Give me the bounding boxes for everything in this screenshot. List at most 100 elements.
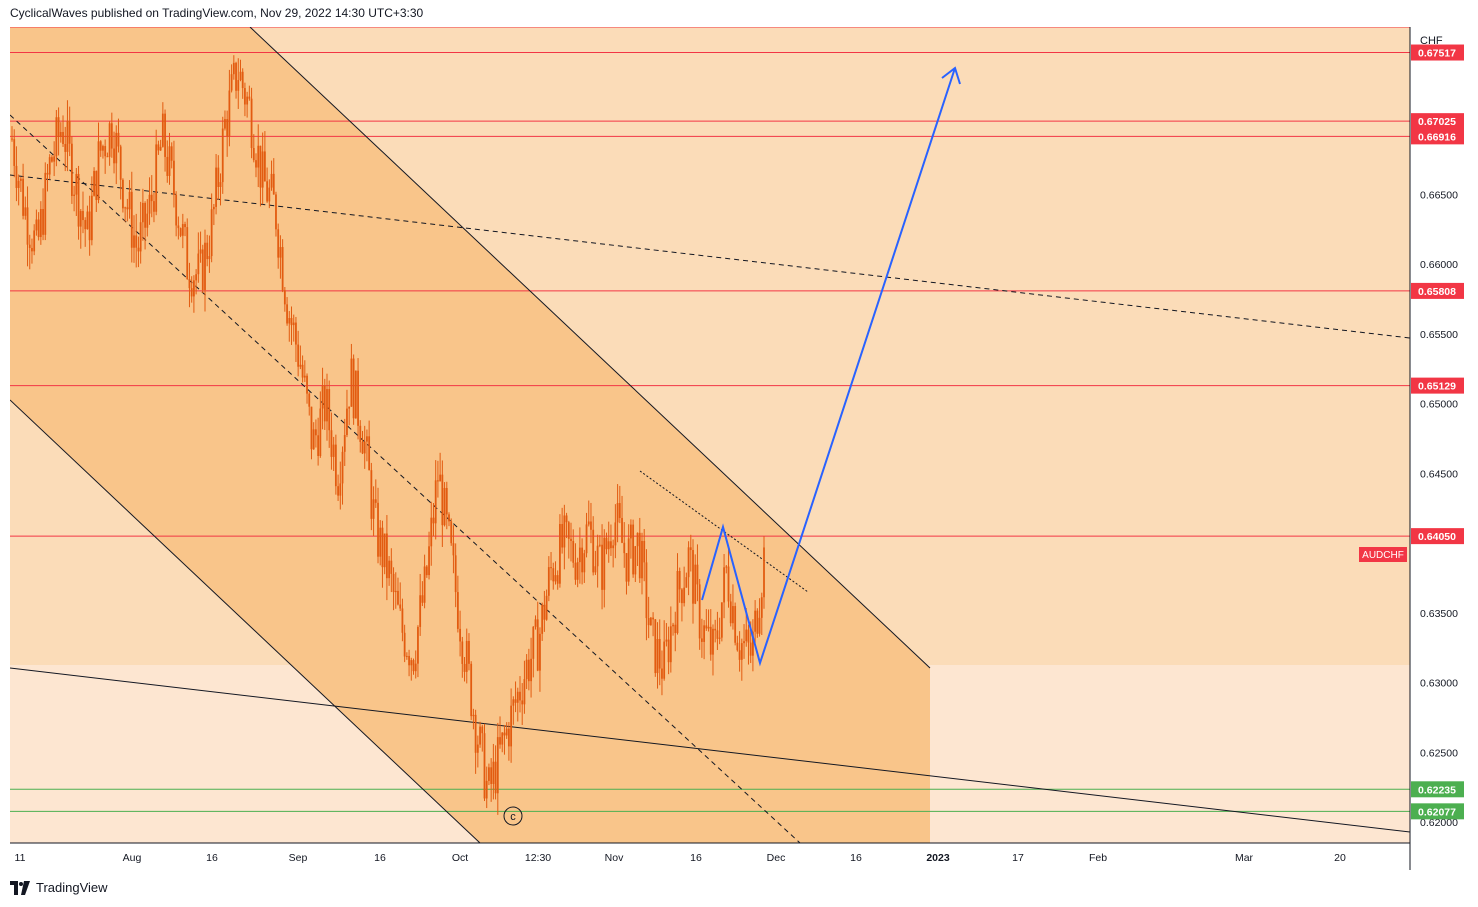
candle-body-127 [292,322,295,326]
candle-body-93 [217,167,220,187]
candle-body-108 [250,98,253,149]
wave-c-label: c [510,811,516,823]
candle-body-266 [601,544,603,590]
candle-body-143 [328,389,331,431]
candle-body-215 [488,767,490,781]
candle-body-188 [428,546,430,576]
candle-body-221 [501,732,504,745]
candle-body-173 [394,590,397,593]
candle-body-200 [454,555,457,593]
candle-body-171 [390,560,393,574]
candle-body-225 [510,705,513,747]
candle-body-313 [705,625,708,629]
candle-body-83 [195,274,198,281]
candle-body-120 [277,229,280,258]
candle-body-328 [738,650,741,660]
candle-body-306 [689,547,692,551]
level-price-tag-5 [1411,528,1464,545]
candle-body-26 [68,120,71,144]
candle-body-8 [28,244,31,248]
candle-body-68 [161,113,164,147]
candle-body-155 [354,370,357,419]
candle-body-329 [740,643,743,660]
candle-body-211 [479,726,481,745]
candle-body-170 [388,560,391,579]
candle-body-270 [610,541,612,549]
candle-body-257 [581,547,584,573]
footer-brand[interactable]: TradingView [10,880,108,895]
candle-body-214 [485,780,488,799]
candle-body-140 [321,385,324,409]
candle-body-66 [157,144,160,151]
candle-body-10 [33,230,36,252]
candle-body-239 [541,604,544,634]
channel-upper-line [249,27,931,669]
level-price-label-6: 0.62235 [1418,784,1456,796]
candle-body-122 [281,247,284,291]
candle-body-267 [603,537,606,590]
candle-body-138 [317,435,320,456]
candle-body-262 [592,529,595,573]
candle-body-43 [106,156,109,158]
candle-body-229 [519,691,521,701]
projection-path [701,67,956,667]
candle-body-147 [337,486,339,496]
candle-body-187 [425,566,428,576]
candle-body-19 [53,156,56,162]
level-price-label-5: 0.64050 [1418,531,1456,543]
candle-body-256 [578,547,581,563]
candle-body-35 [88,211,91,241]
candle-body-216 [490,767,493,784]
level-price-label-4: 0.65129 [1418,381,1456,393]
candle-body-45 [110,123,113,149]
x-tick-label-7: Nov [605,852,624,864]
candle-body-186 [423,566,426,603]
candle-body-129 [297,344,300,367]
candle-body-121 [279,247,282,258]
candle-body-176 [401,608,404,633]
candle-body-248 [561,524,564,548]
candle-body-14 [42,209,44,235]
candle-body-192 [437,480,439,482]
candle-body-150 [343,435,346,452]
candle-body-152 [348,406,351,409]
x-tick-label-11: 2023 [926,852,950,864]
candle-body-238 [539,633,541,671]
candle-body-137 [315,429,317,436]
candle-body-324 [729,601,732,624]
candle-body-203 [461,641,464,664]
candle-body-100 [232,62,235,75]
candle-body-294 [663,641,666,679]
candle-body-51 [124,207,127,209]
candle-body-311 [700,638,703,642]
candle-body-65 [155,144,158,212]
x-tick-label-5: Oct [452,852,468,864]
candle-body-182 [414,663,417,672]
candle-body-53 [128,191,131,210]
candle-body-3 [17,180,20,188]
candle-body-190 [432,517,435,524]
candle-body-61 [146,213,149,228]
candle-body-292 [658,638,661,669]
candle-body-208 [472,714,475,717]
candle-body-264 [596,545,599,567]
x-tick-label-9: Dec [767,852,786,864]
candle-body-130 [299,364,302,367]
candle-body-84 [197,253,200,275]
x-tick-label-1: Aug [123,852,142,864]
candle-body-88 [206,242,209,260]
candle-body-304 [685,577,688,588]
candle-body-60 [144,202,146,228]
candle-body-11 [35,219,38,231]
candle-body-110 [255,160,257,168]
candle-body-144 [330,430,333,457]
candle-body-242 [547,567,550,596]
candle-body-98 [228,90,231,137]
candle-body-80 [188,279,191,289]
candle-body-330 [743,641,745,644]
candle-body-167 [381,527,384,568]
candle-body-228 [516,691,519,703]
candle-body-157 [359,425,362,442]
candle-body-32 [82,211,84,221]
